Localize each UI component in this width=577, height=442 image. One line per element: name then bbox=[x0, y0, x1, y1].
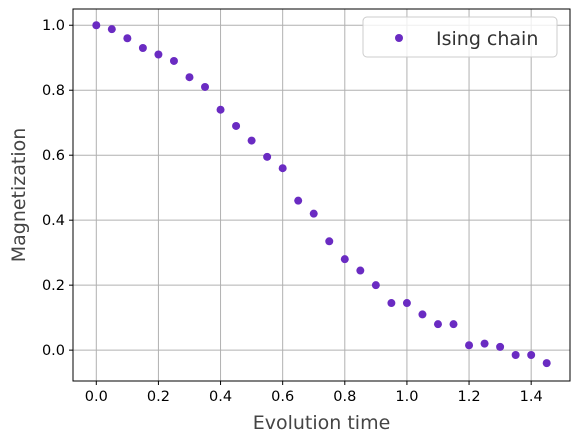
data-point bbox=[138, 43, 147, 52]
data-point bbox=[511, 351, 520, 360]
y-tick-label: 0.6 bbox=[42, 148, 65, 164]
data-point bbox=[340, 255, 349, 264]
data-point bbox=[496, 342, 505, 351]
x-tick-label: 1.2 bbox=[458, 389, 481, 405]
x-tick-label: 0.2 bbox=[147, 389, 170, 405]
y-tick-label: 0.2 bbox=[42, 278, 65, 294]
data-point bbox=[247, 136, 256, 145]
data-point bbox=[201, 82, 210, 91]
data-point bbox=[356, 266, 365, 275]
x-tick-label: 0.0 bbox=[85, 389, 108, 405]
legend-box bbox=[362, 16, 558, 58]
data-point bbox=[480, 339, 489, 348]
data-points bbox=[92, 21, 551, 368]
grid-lines bbox=[73, 9, 570, 381]
x-tick-label: 0.4 bbox=[209, 389, 232, 405]
axis-ticks: 0.0 0.2 0.4 0.6 0.8 1.0 1.2 1.4 0.0 0.2 0.4 0.6 0.8 1… bbox=[42, 18, 543, 405]
data-point bbox=[185, 73, 194, 82]
data-point bbox=[449, 320, 458, 329]
x-tick-label: 1.4 bbox=[520, 389, 543, 405]
y-tick-label: 0.4 bbox=[42, 213, 65, 229]
data-point bbox=[278, 164, 287, 173]
data-point bbox=[169, 56, 178, 65]
y-tick-label: 0.8 bbox=[42, 83, 65, 99]
plot-frame bbox=[72, 8, 571, 382]
data-point bbox=[216, 105, 225, 114]
data-point bbox=[418, 310, 427, 319]
x-tick-label: 1.0 bbox=[395, 389, 418, 405]
data-point bbox=[294, 196, 303, 205]
data-point bbox=[309, 209, 318, 218]
legend-label-ising-chain: Ising chain bbox=[436, 28, 538, 50]
y-tick-label: 0.0 bbox=[42, 343, 65, 359]
data-point bbox=[542, 359, 551, 368]
data-point bbox=[107, 25, 116, 34]
data-point bbox=[465, 341, 474, 350]
data-point bbox=[123, 34, 132, 43]
x-axis-label: Evolution time bbox=[253, 412, 391, 434]
data-point bbox=[92, 21, 101, 30]
legend: Ising chain bbox=[362, 16, 558, 58]
x-tick-label: 0.6 bbox=[271, 389, 294, 405]
legend-marker bbox=[395, 34, 403, 42]
data-point bbox=[232, 121, 241, 130]
data-point bbox=[387, 299, 396, 308]
data-point bbox=[263, 152, 272, 161]
data-point bbox=[433, 320, 442, 329]
data-point bbox=[154, 50, 163, 59]
data-point bbox=[527, 351, 536, 360]
y-tick-label: 1.0 bbox=[42, 18, 65, 34]
data-point bbox=[325, 237, 334, 246]
data-point bbox=[402, 299, 411, 308]
y-axis-label: Magnetization bbox=[8, 128, 30, 263]
x-tick-label: 0.8 bbox=[333, 389, 356, 405]
data-point bbox=[371, 281, 380, 290]
